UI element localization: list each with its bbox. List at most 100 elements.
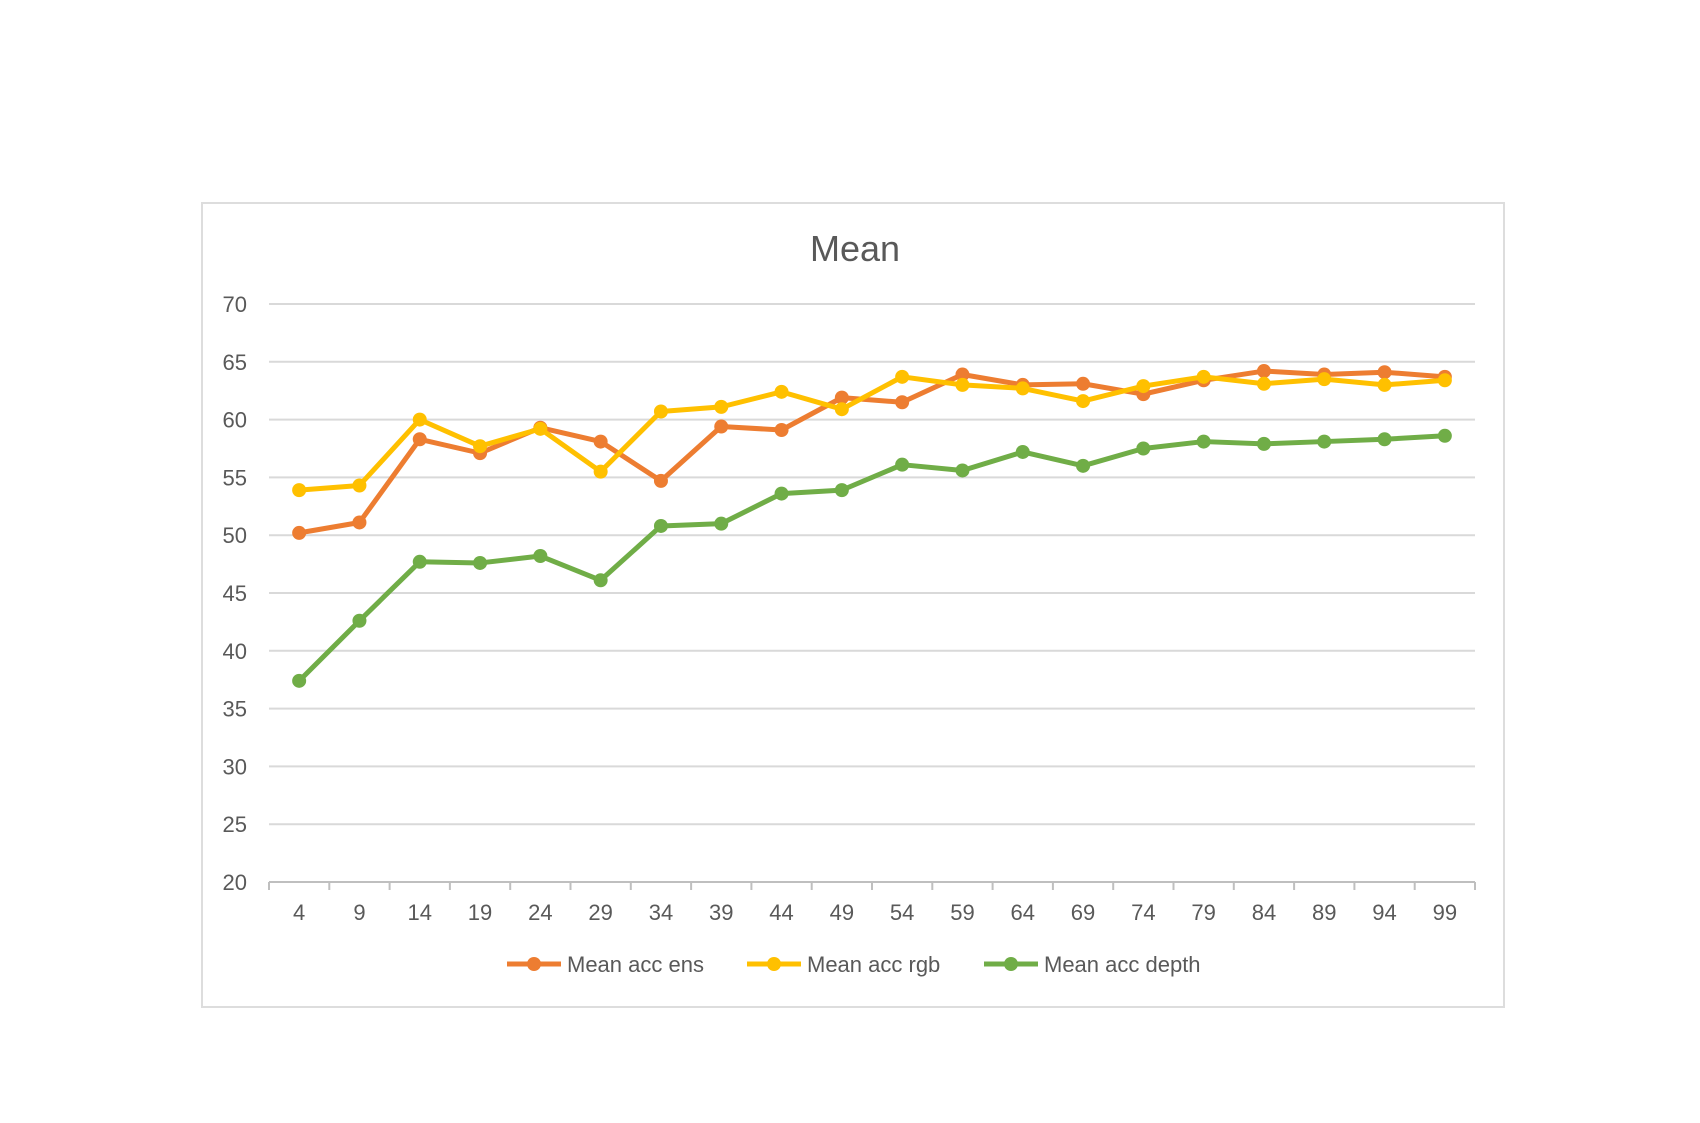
- data-point: [834, 483, 849, 498]
- x-tick-label: 94: [1372, 900, 1396, 925]
- data-point: [1437, 373, 1452, 388]
- data-point: [1136, 379, 1151, 394]
- data-point: [412, 432, 427, 447]
- series-line: [296, 368, 1448, 536]
- data-point: [714, 399, 729, 414]
- data-point: [533, 421, 548, 436]
- x-tick-label: 64: [1011, 900, 1035, 925]
- data-point: [1136, 441, 1151, 456]
- y-tick-label: 30: [223, 754, 247, 779]
- data-point: [834, 390, 849, 405]
- x-tick-label: 49: [830, 900, 854, 925]
- x-tick-label: 34: [649, 900, 673, 925]
- data-point: [1196, 434, 1211, 449]
- legend-item: Mean acc rgb: [747, 952, 940, 977]
- data-point: [653, 518, 668, 533]
- legend-item: Mean acc depth: [984, 952, 1201, 977]
- x-tick-label: 19: [468, 900, 492, 925]
- data-point: [1377, 365, 1392, 380]
- data-point: [714, 419, 729, 434]
- y-tick-label: 40: [223, 639, 247, 664]
- series-2: [292, 369, 1452, 498]
- legend-swatch-marker: [527, 957, 541, 971]
- series-line: [296, 374, 1448, 493]
- data-point: [292, 673, 307, 688]
- data-point: [955, 463, 970, 478]
- data-point: [593, 464, 608, 479]
- y-tick-label: 55: [223, 465, 247, 490]
- series-line: [296, 433, 1448, 684]
- chart-title: Mean: [810, 228, 900, 269]
- data-point: [473, 439, 488, 454]
- data-point: [895, 457, 910, 472]
- data-point: [653, 473, 668, 488]
- data-point: [1015, 381, 1030, 396]
- x-tick-label: 54: [890, 900, 914, 925]
- series-lines: [292, 364, 1452, 688]
- data-point: [1256, 436, 1271, 451]
- x-tick-label: 14: [408, 900, 432, 925]
- legend: Mean acc ens Mean acc rgb Mean acc depth: [507, 952, 1201, 977]
- data-point: [955, 377, 970, 392]
- y-tick-label: 50: [223, 523, 247, 548]
- data-point: [1377, 432, 1392, 447]
- data-point: [653, 404, 668, 419]
- x-tick-label: 59: [950, 900, 974, 925]
- x-tick-label: 9: [353, 900, 365, 925]
- x-axis: [268, 881, 1476, 890]
- y-tick-label: 25: [223, 812, 247, 837]
- data-point: [774, 486, 789, 501]
- data-point: [895, 395, 910, 410]
- legend-label: Mean acc depth: [1044, 952, 1201, 977]
- chart-frame: Mean 20 25 30 35 40 45 50 55 60 65 70 4 9 14 19 24 29 34…: [201, 202, 1505, 1008]
- data-point: [1256, 364, 1271, 379]
- y-tick-label: 35: [223, 697, 247, 722]
- x-tick-label: 29: [588, 900, 612, 925]
- data-point: [1076, 376, 1091, 391]
- data-point: [593, 434, 608, 449]
- data-point: [292, 525, 307, 540]
- data-point: [1377, 377, 1392, 392]
- data-point: [714, 516, 729, 531]
- data-point: [834, 402, 849, 417]
- data-point: [352, 478, 367, 493]
- data-point: [1317, 434, 1332, 449]
- y-tick-label: 45: [223, 581, 247, 606]
- x-tick-label: 44: [769, 900, 793, 925]
- data-point: [1256, 376, 1271, 391]
- x-tick-label: 99: [1433, 900, 1457, 925]
- legend-label: Mean acc rgb: [807, 952, 940, 977]
- y-tick-label: 65: [223, 350, 247, 375]
- y-tick-label: 70: [223, 292, 247, 317]
- data-point: [1437, 428, 1452, 443]
- data-point: [352, 613, 367, 628]
- y-tick-label: 60: [223, 408, 247, 433]
- x-tick-label: 24: [528, 900, 552, 925]
- legend-swatch-marker: [1004, 957, 1018, 971]
- data-point: [1317, 372, 1332, 387]
- data-point: [774, 384, 789, 399]
- data-point: [593, 573, 608, 588]
- data-point: [1076, 458, 1091, 473]
- data-point: [774, 423, 789, 438]
- x-tick-label: 89: [1312, 900, 1336, 925]
- data-point: [292, 483, 307, 498]
- data-point: [473, 555, 488, 570]
- y-tick-label: 20: [223, 870, 247, 895]
- gridlines: [269, 303, 1475, 826]
- legend-item: Mean acc ens: [507, 952, 704, 977]
- x-tick-label: 84: [1252, 900, 1276, 925]
- data-point: [533, 549, 548, 564]
- series-3: [292, 428, 1452, 688]
- data-point: [412, 554, 427, 569]
- legend-label: Mean acc ens: [567, 952, 704, 977]
- y-axis-ticks: 20 25 30 35 40 45 50 55 60 65 70: [223, 292, 247, 895]
- data-point: [955, 367, 970, 382]
- x-tick-label: 4: [293, 900, 305, 925]
- x-tick-label: 69: [1071, 900, 1095, 925]
- data-point: [1076, 394, 1091, 409]
- data-point: [1196, 369, 1211, 384]
- x-tick-label: 74: [1131, 900, 1155, 925]
- x-tick-label: 79: [1191, 900, 1215, 925]
- data-point: [1015, 444, 1030, 459]
